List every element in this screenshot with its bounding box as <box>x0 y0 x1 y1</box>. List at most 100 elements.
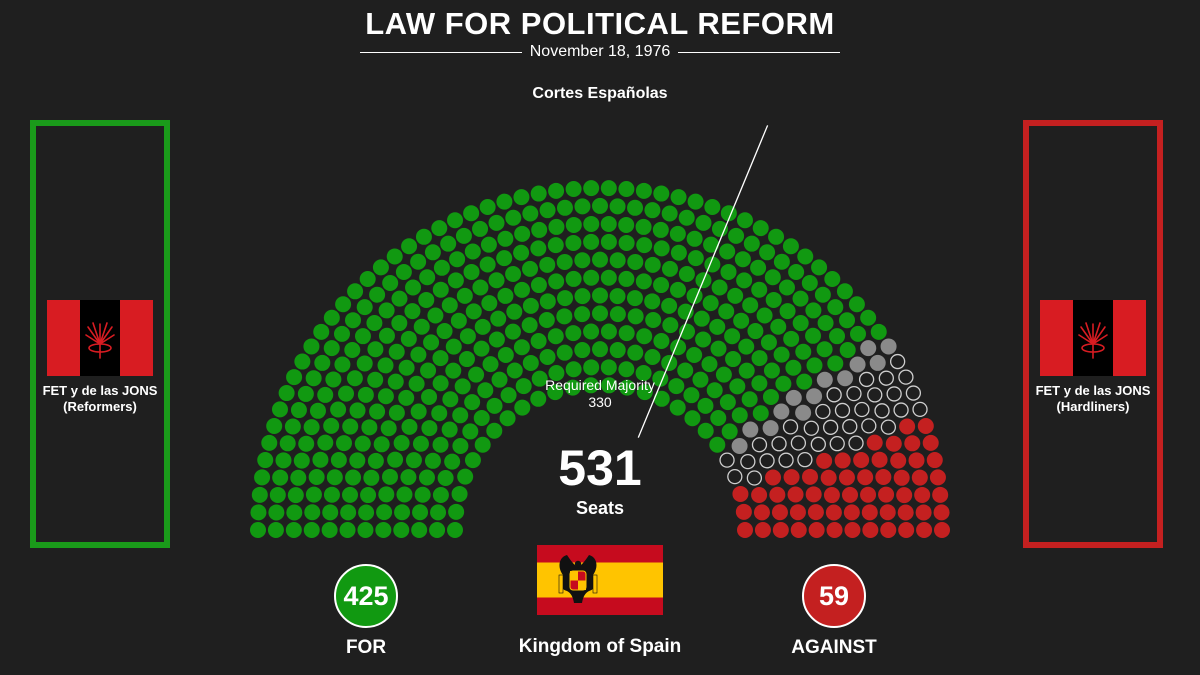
seat-series-0 <box>721 423 738 440</box>
seat-series-0 <box>388 343 405 360</box>
seat-series-0 <box>342 486 358 503</box>
seat-series-0 <box>785 359 802 376</box>
seat-series-0 <box>394 504 411 521</box>
seat-series-2 <box>905 385 922 401</box>
seat-series-2 <box>898 369 914 385</box>
seat-series-0 <box>627 308 644 325</box>
seat-series-2 <box>822 419 839 435</box>
seat-series-0 <box>531 221 548 238</box>
seat-series-0 <box>779 303 796 320</box>
seat-series-3 <box>862 522 879 538</box>
seat-series-3 <box>769 486 786 503</box>
seat-series-0 <box>479 256 496 273</box>
seat-series-0 <box>358 504 375 521</box>
seat-series-0 <box>557 290 574 307</box>
seat-series-0 <box>472 279 489 296</box>
seat-series-0 <box>653 277 670 294</box>
seat-series-0 <box>695 331 712 348</box>
seat-series-3 <box>735 503 752 520</box>
seat-series-0 <box>711 279 728 296</box>
seat-series-0 <box>718 303 735 320</box>
seat-series-3 <box>879 504 896 521</box>
seat-series-3 <box>897 504 914 521</box>
seat-series-0 <box>687 250 704 267</box>
seat-series-0 <box>455 227 472 244</box>
seat-series-0 <box>765 291 782 308</box>
seat-series-3 <box>914 486 931 503</box>
seat-series-0 <box>600 233 617 250</box>
seat-series-0 <box>653 333 670 349</box>
seat-series-0 <box>770 318 787 335</box>
seat-series-0 <box>860 309 877 326</box>
seat-series-0 <box>354 328 371 345</box>
seat-series-0 <box>356 355 373 372</box>
seat-series-0 <box>387 451 404 468</box>
seat-series-0 <box>349 402 366 419</box>
seat-series-0 <box>432 375 449 392</box>
seat-series-0 <box>504 323 521 340</box>
seat-series-0 <box>398 389 415 406</box>
seat-series-0 <box>468 366 485 383</box>
seat-series-0 <box>565 181 582 198</box>
majority-text: Required Majority <box>545 377 655 393</box>
seat-series-0 <box>530 240 547 257</box>
seat-series-0 <box>548 273 565 290</box>
seat-series-0 <box>530 185 547 202</box>
seat-series-0 <box>506 362 523 379</box>
seat-series-0 <box>727 287 744 304</box>
party-panel-reformers: FET y de las JONS (Reformers) <box>30 120 170 548</box>
seat-series-0 <box>357 522 374 538</box>
seat-series-0 <box>330 452 347 469</box>
seat-series-0 <box>592 287 608 304</box>
seat-series-0 <box>298 435 315 452</box>
seat-series-0 <box>697 397 714 414</box>
seat-series-0 <box>829 328 846 345</box>
seat-series-0 <box>731 407 748 424</box>
seat-series-0 <box>695 214 712 231</box>
seat-series-0 <box>741 391 758 408</box>
votes-against-label: AGAINST <box>791 637 877 658</box>
seat-series-0 <box>378 486 395 503</box>
seat-series-0 <box>530 333 547 349</box>
seat-series-0 <box>574 288 591 305</box>
seat-series-0 <box>827 299 844 316</box>
seat-series-0 <box>870 323 887 340</box>
seat-series-0 <box>290 402 307 419</box>
seat-series-0 <box>279 435 296 452</box>
seat-series-0 <box>387 373 404 390</box>
seat-series-1 <box>742 421 759 438</box>
seat-series-2 <box>771 436 787 452</box>
seat-series-0 <box>413 318 430 335</box>
seat-series-0 <box>850 325 867 342</box>
seat-series-0 <box>391 315 408 332</box>
seat-series-0 <box>323 417 340 434</box>
seat-series-3 <box>917 417 934 434</box>
seat-series-0 <box>743 235 760 252</box>
seat-series-0 <box>294 353 311 370</box>
seat-series-0 <box>317 386 334 403</box>
seat-series-3 <box>753 504 770 521</box>
seat-series-3 <box>904 435 921 452</box>
seat-series-0 <box>441 421 458 438</box>
seat-series-0 <box>257 452 274 469</box>
seat-series-0 <box>286 369 303 386</box>
date-row: November 18, 1976 <box>360 42 840 62</box>
seat-series-0 <box>505 209 522 226</box>
seat-series-0 <box>751 350 768 367</box>
seat-series-0 <box>323 309 340 326</box>
seat-series-0 <box>506 303 523 320</box>
seat-series-3 <box>808 522 825 538</box>
seat-series-0 <box>686 230 703 247</box>
seat-series-2 <box>826 387 842 403</box>
seat-series-0 <box>747 323 764 340</box>
seat-series-0 <box>719 394 736 411</box>
seat-series-0 <box>339 522 356 538</box>
seat-series-0 <box>692 371 709 388</box>
seat-series-0 <box>796 373 813 390</box>
seat-series-0 <box>361 419 378 436</box>
seat-series-0 <box>375 522 392 538</box>
seat-series-0 <box>312 451 329 468</box>
seat-series-0 <box>496 193 513 210</box>
seat-series-0 <box>464 452 481 469</box>
seat-series-0 <box>679 323 696 340</box>
